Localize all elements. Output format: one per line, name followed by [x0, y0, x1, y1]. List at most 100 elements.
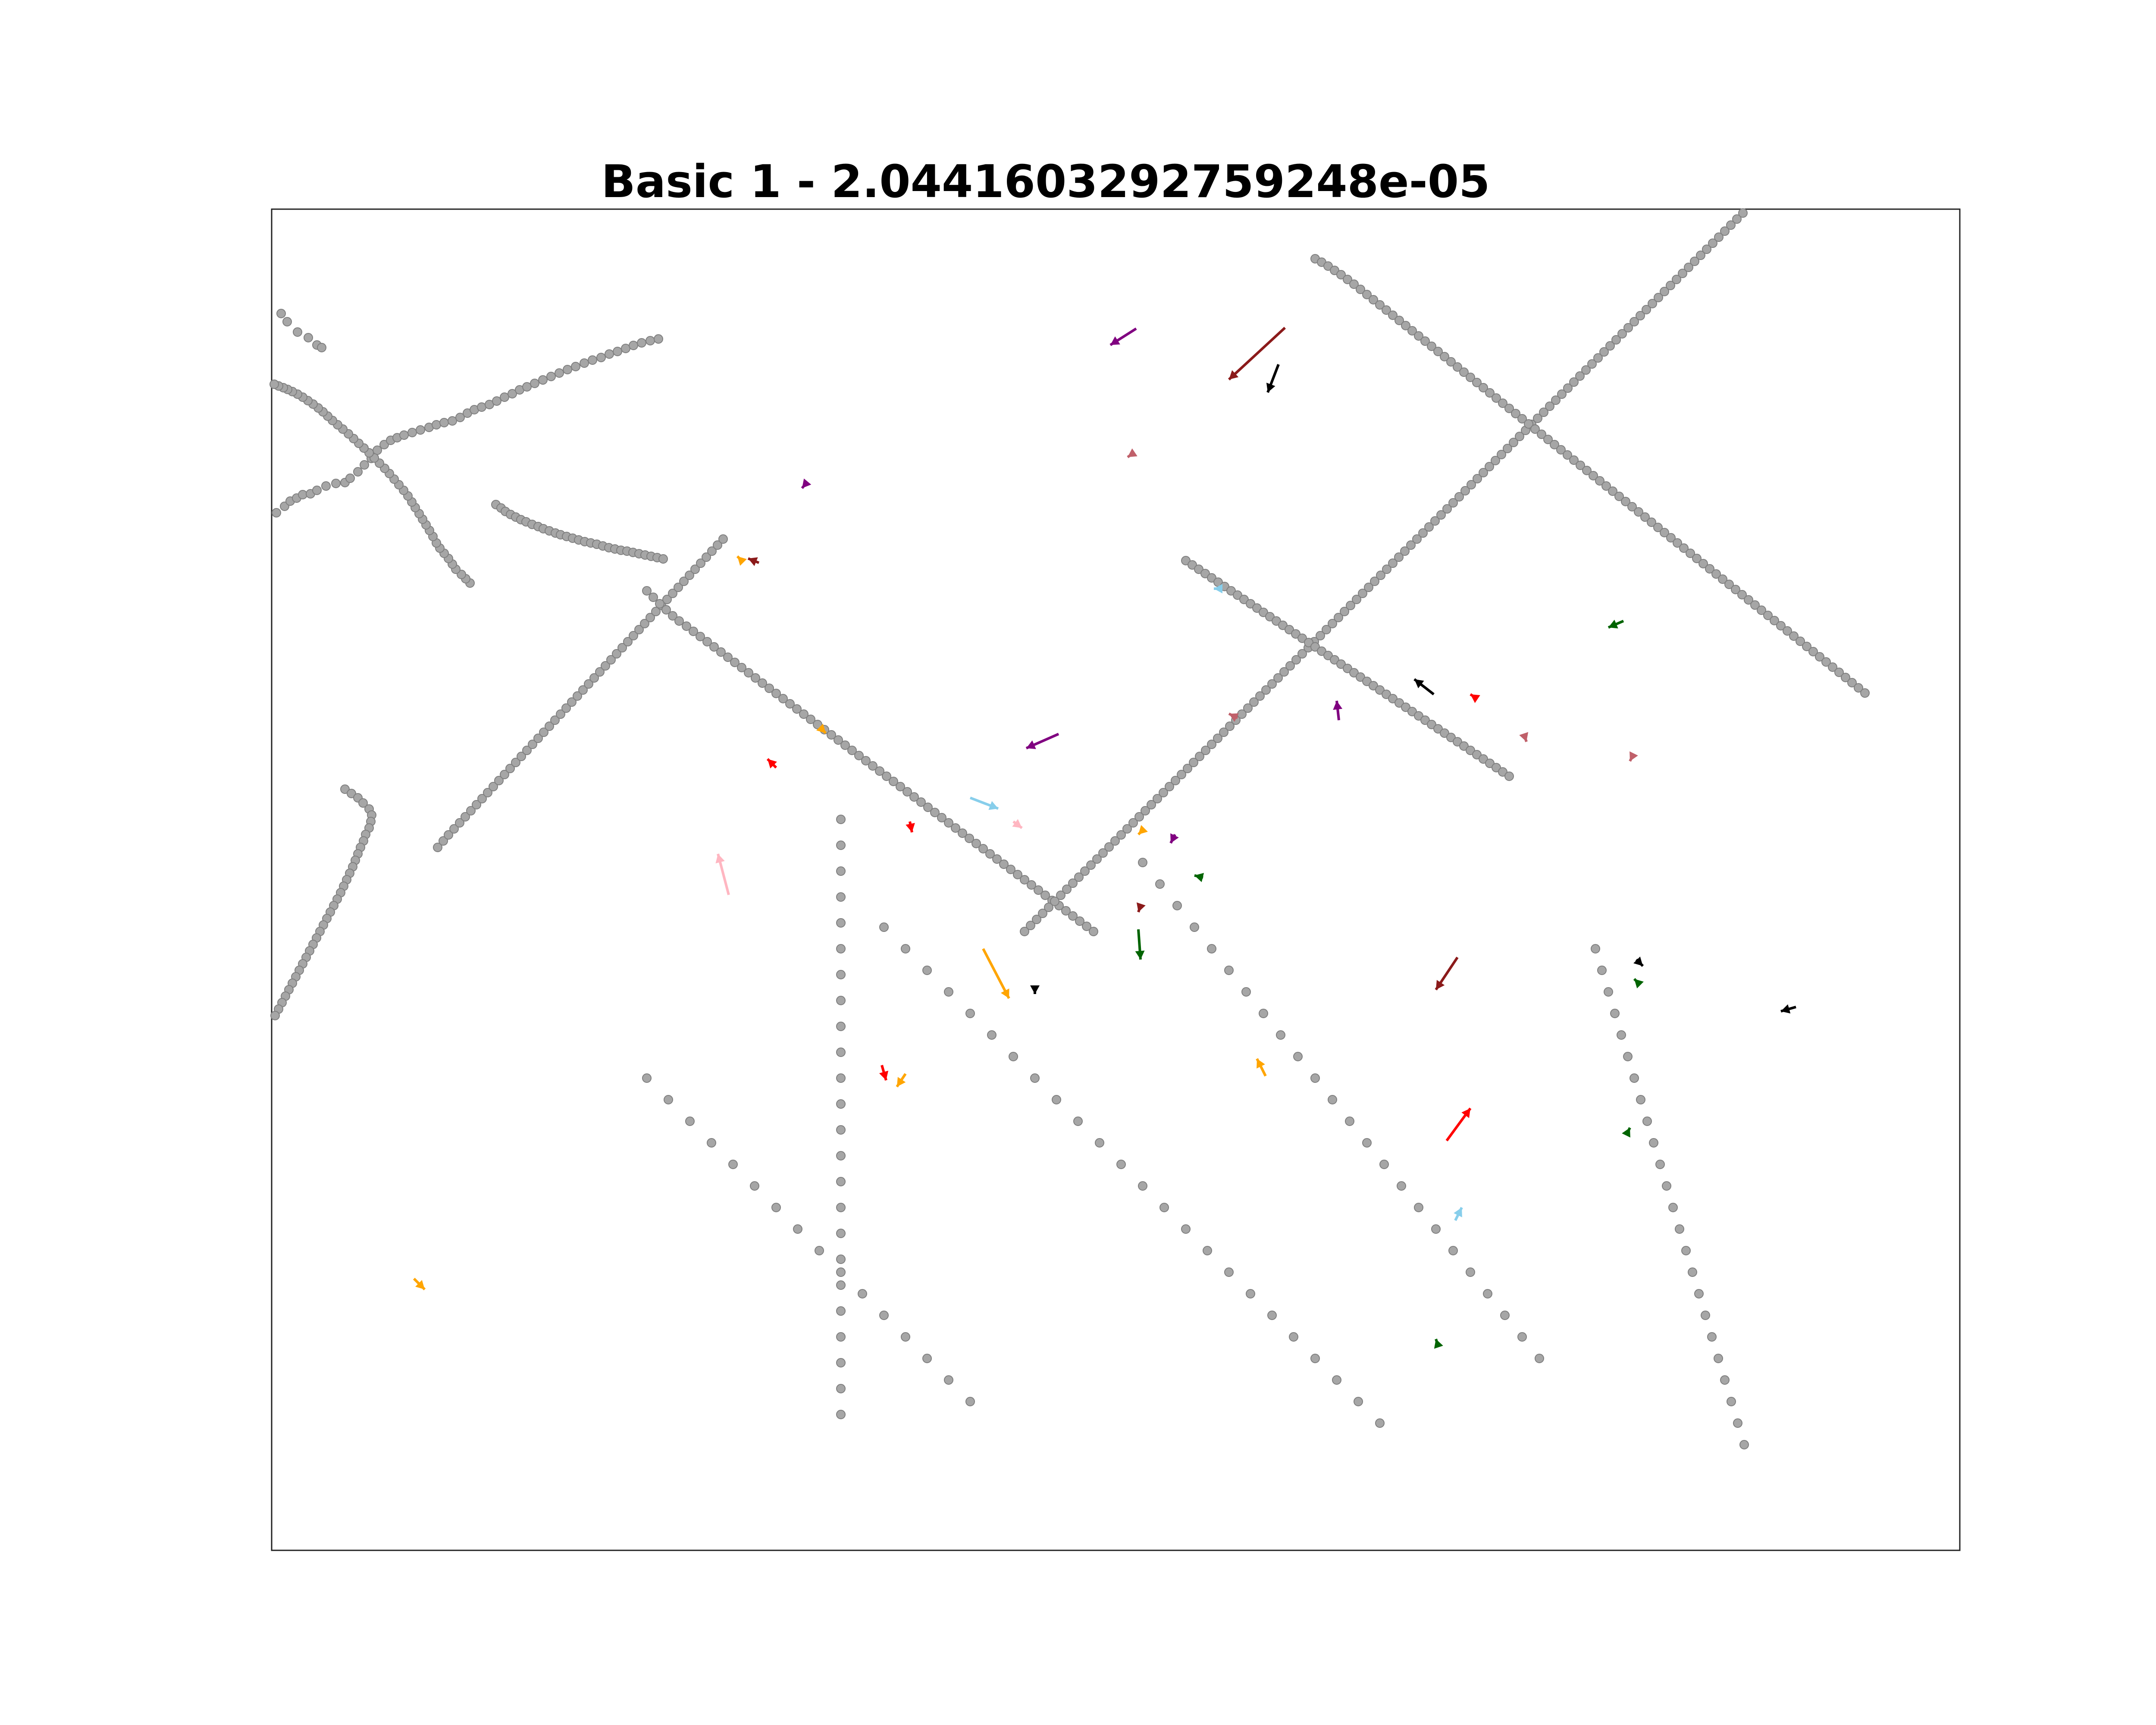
scatter-point — [1504, 772, 1514, 781]
scatter-point — [1569, 455, 1579, 465]
scatter-point — [1172, 901, 1182, 910]
scatter-point — [1738, 208, 1748, 218]
scatter-point — [827, 730, 836, 740]
scatter-point — [978, 844, 988, 853]
scatter-point — [1711, 569, 1721, 579]
scatter-point — [1454, 492, 1464, 502]
scatter-point — [321, 481, 331, 491]
arrow-head — [1000, 988, 1009, 998]
scatter-point — [1291, 655, 1301, 665]
scatter-point — [1467, 480, 1476, 489]
scatter-point — [896, 782, 905, 791]
scatter-point — [655, 599, 664, 608]
scatter-point — [836, 1332, 846, 1342]
scatter-point — [1433, 724, 1443, 734]
scatter-point — [806, 715, 815, 724]
scatter-point — [1563, 383, 1573, 393]
scatter-point — [836, 1255, 846, 1264]
scatter-point — [1834, 668, 1844, 677]
scatter-point — [685, 571, 694, 580]
scatter-point — [654, 334, 663, 344]
scatter-point — [1726, 220, 1736, 230]
scatter-point — [1213, 734, 1222, 743]
scatter-point — [571, 362, 580, 371]
scatter-point — [674, 583, 683, 592]
scatter-point — [1636, 311, 1645, 320]
scatter-point — [1062, 884, 1072, 894]
scatter-point — [455, 413, 465, 422]
scatter-point — [1414, 1203, 1423, 1212]
scatter-point — [1233, 590, 1242, 600]
scatter-point — [1336, 659, 1346, 669]
scatter-point — [1388, 558, 1398, 568]
scatter-point — [1153, 794, 1162, 803]
scatter-point — [813, 720, 822, 729]
scatter-point — [1459, 367, 1469, 377]
scatter-point — [1346, 601, 1355, 610]
arrow-head — [768, 759, 777, 768]
scatter-point — [580, 358, 589, 368]
scatter-point — [298, 490, 307, 499]
scatter-point — [1259, 1009, 1268, 1018]
scatter-point — [340, 784, 350, 794]
scatter-point — [923, 803, 933, 812]
scatter-point — [836, 1410, 846, 1419]
scatter-point — [1330, 655, 1339, 665]
arrow-head — [1257, 1059, 1265, 1069]
scatter-point — [1089, 927, 1098, 936]
scatter-point — [439, 836, 448, 846]
scatter-point — [1138, 1181, 1147, 1191]
scatter-point — [1362, 677, 1372, 686]
scatter-point — [1026, 921, 1035, 930]
scatter-point — [1647, 518, 1656, 527]
scatter-point — [1654, 293, 1663, 302]
scatter-point — [1068, 878, 1078, 888]
scatter-point — [1655, 1160, 1665, 1169]
scatter-point — [836, 1073, 846, 1083]
scatter-point — [1763, 611, 1773, 620]
scatter-point — [1587, 359, 1597, 369]
scatter-point — [793, 1224, 802, 1234]
arrow-head — [1634, 979, 1644, 988]
scatter-point — [1382, 690, 1391, 699]
scatter-point — [1370, 577, 1379, 586]
scatter-point — [1460, 486, 1470, 496]
scatter-point — [1116, 1160, 1126, 1169]
scatter-point — [730, 658, 740, 667]
scatter-point — [272, 508, 281, 518]
arrow-head — [816, 724, 826, 733]
arrow-head — [748, 557, 758, 566]
scatter-point — [1448, 498, 1458, 508]
scatter-point — [965, 1009, 975, 1018]
scatter-point — [1605, 341, 1615, 351]
scatter-point — [903, 787, 912, 797]
scatter-point — [1349, 668, 1359, 677]
scatter-point — [1375, 1418, 1385, 1428]
scatter-point — [1815, 652, 1824, 662]
scatter-point — [716, 647, 726, 657]
scatter-point — [444, 830, 453, 840]
scatter-point — [702, 637, 712, 646]
scatter-point — [1485, 759, 1495, 768]
scatter-point — [358, 798, 368, 808]
scatter-point — [1509, 438, 1518, 447]
scatter-point — [792, 704, 802, 714]
scatter-point — [1533, 414, 1542, 423]
scatter-point — [461, 812, 470, 822]
scatter-point — [1630, 317, 1639, 326]
scatter-point — [836, 892, 846, 902]
scatter-point — [567, 697, 577, 707]
scatter-point — [690, 565, 700, 574]
scatter-point — [1595, 476, 1604, 486]
scatter-point — [858, 1289, 867, 1298]
scatter-point — [1375, 685, 1385, 695]
scatter-point — [1356, 672, 1365, 682]
scatter-point — [270, 380, 279, 389]
scatter-point — [1679, 543, 1689, 553]
scatter-point — [589, 673, 599, 683]
scatter-point — [1500, 1311, 1510, 1320]
scatter-point — [750, 1181, 759, 1191]
arrow-head — [1608, 620, 1618, 629]
scatter-point — [1608, 486, 1617, 496]
scatter-point — [1739, 1440, 1749, 1449]
